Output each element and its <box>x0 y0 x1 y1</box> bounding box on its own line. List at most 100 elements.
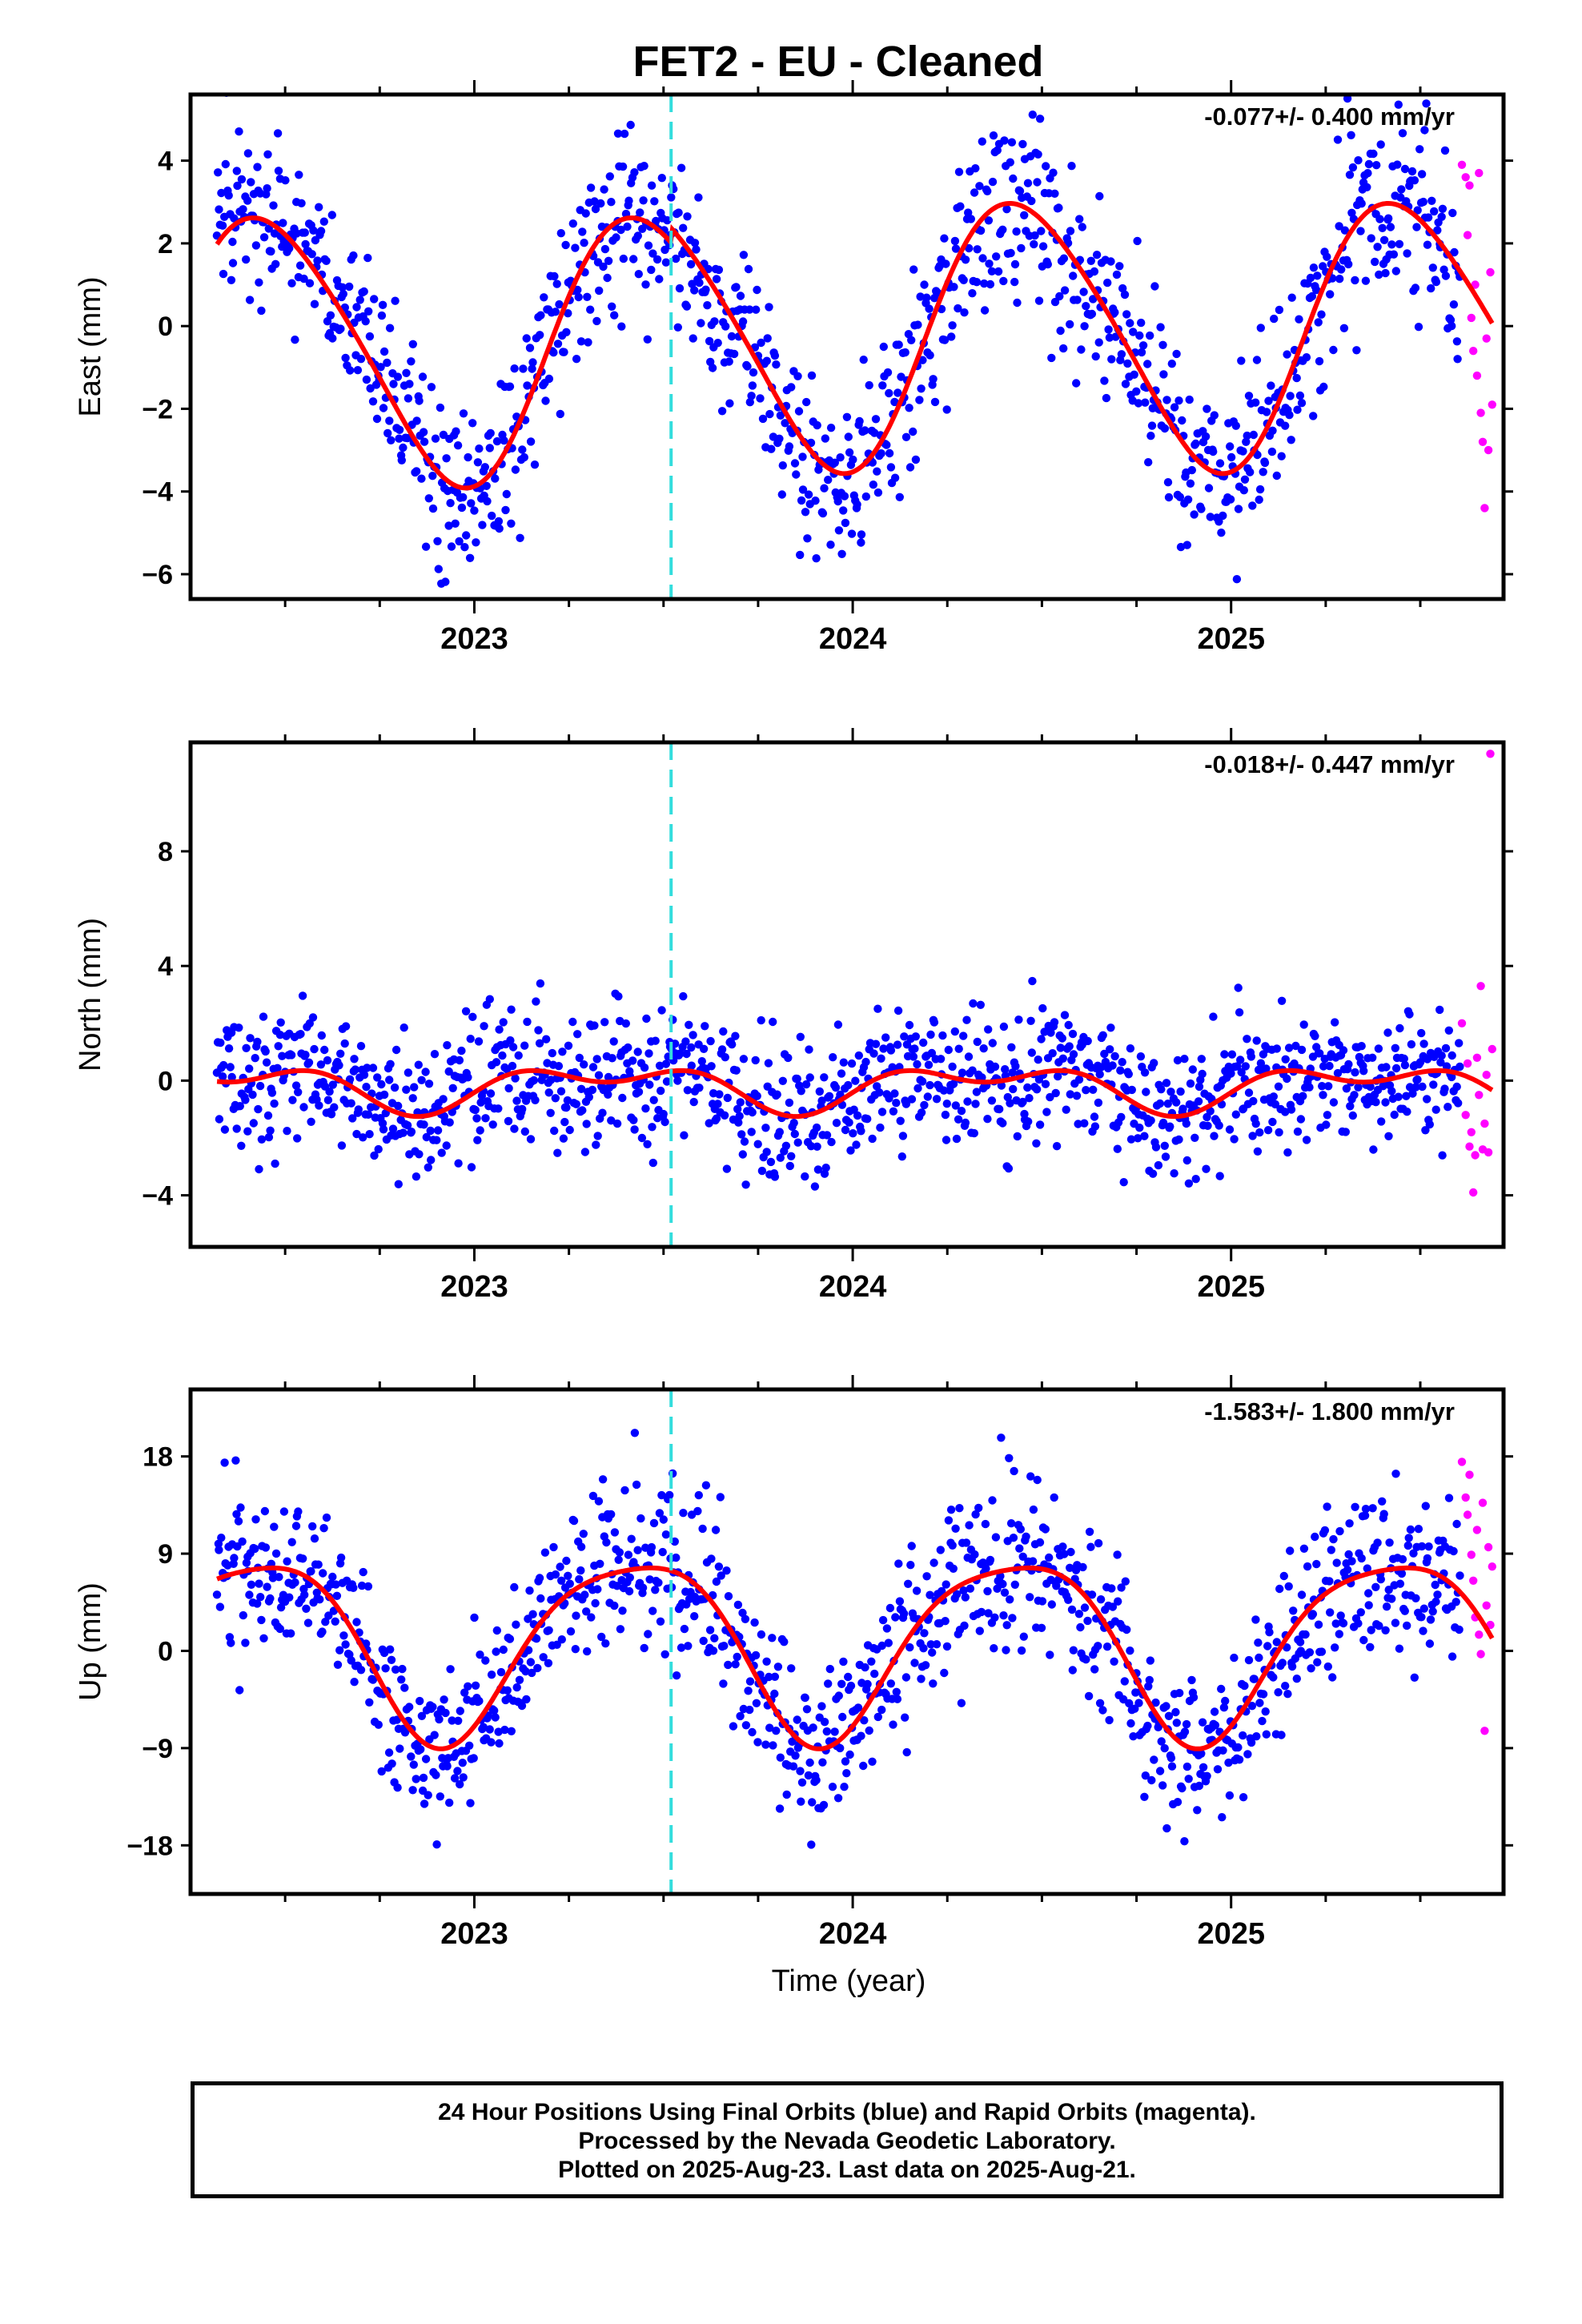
data-point <box>984 1025 993 1034</box>
data-point <box>276 1018 285 1027</box>
data-point <box>368 1063 378 1072</box>
data-point <box>841 1757 850 1766</box>
data-point <box>455 537 464 546</box>
data-point <box>1087 309 1097 319</box>
data-point <box>1015 1544 1024 1553</box>
data-point <box>502 489 511 499</box>
data-point <box>1440 146 1450 155</box>
rapid-point <box>1488 1044 1497 1054</box>
data-point <box>1419 197 1428 207</box>
x-tick-label: 2024 <box>819 622 887 656</box>
data-point <box>710 1634 719 1642</box>
data-point <box>494 1104 503 1113</box>
y-tick-label: 4 <box>158 951 173 982</box>
data-point <box>1037 1623 1046 1633</box>
data-point <box>220 1125 230 1134</box>
data-point <box>319 1524 328 1533</box>
data-point <box>536 311 545 320</box>
data-point <box>257 306 266 316</box>
data-point <box>998 1119 1007 1128</box>
data-point <box>460 1688 469 1697</box>
data-point <box>410 1083 419 1092</box>
data-point <box>1421 1126 1430 1135</box>
data-point <box>879 1044 888 1053</box>
data-point <box>876 1123 885 1132</box>
data-point <box>512 1620 520 1629</box>
data-point <box>1315 356 1324 366</box>
data-point <box>821 434 830 443</box>
data-point <box>442 1141 451 1150</box>
data-point <box>516 533 524 542</box>
data-point <box>1197 1749 1206 1758</box>
data-point <box>315 203 323 211</box>
data-point <box>1078 223 1087 231</box>
data-point <box>905 1020 914 1030</box>
data-point <box>1375 215 1384 223</box>
x-axis-label: Time (year) <box>772 1964 926 1998</box>
x-tick-label: 2025 <box>1197 1917 1265 1951</box>
data-point <box>436 403 445 412</box>
data-point <box>1110 1051 1119 1061</box>
data-point <box>757 1015 765 1025</box>
data-point <box>1361 1505 1371 1514</box>
data-point <box>576 1084 586 1094</box>
data-point <box>408 1786 417 1795</box>
data-point <box>1018 1097 1027 1107</box>
data-point <box>961 255 970 264</box>
data-point <box>1315 1049 1324 1058</box>
data-point <box>1423 240 1432 249</box>
data-point <box>1307 1664 1315 1673</box>
data-point <box>428 504 438 513</box>
data-point <box>993 146 1002 155</box>
data-point <box>641 280 650 289</box>
data-point <box>994 267 1003 276</box>
data-point <box>387 1655 396 1664</box>
data-point <box>959 1586 968 1595</box>
data-point <box>844 1672 853 1682</box>
data-point <box>242 255 251 264</box>
data-point <box>1339 1046 1348 1055</box>
data-point <box>518 445 527 454</box>
data-point <box>1074 1075 1084 1084</box>
data-point <box>556 1087 566 1096</box>
data-point <box>573 1030 582 1039</box>
data-point <box>1406 1525 1415 1534</box>
data-point <box>740 1137 749 1146</box>
data-point <box>353 366 363 375</box>
data-point <box>1090 267 1099 276</box>
data-point <box>804 1771 813 1780</box>
data-point <box>514 1051 523 1060</box>
data-point <box>443 1762 452 1771</box>
data-point <box>298 991 307 1000</box>
data-point <box>1382 1602 1391 1611</box>
data-point <box>798 452 807 461</box>
rapid-orbit-points <box>1457 160 1497 513</box>
data-point <box>492 1626 501 1635</box>
data-point <box>1038 242 1048 251</box>
data-point <box>712 275 721 283</box>
data-point <box>1286 1546 1295 1555</box>
data-point <box>528 358 537 367</box>
data-point <box>362 1639 371 1648</box>
figure-title: FET2 - EU - Cleaned <box>632 38 1043 86</box>
data-point <box>398 1664 407 1674</box>
data-point <box>609 1037 618 1046</box>
data-point <box>366 384 375 393</box>
data-point <box>634 1088 644 1096</box>
data-point <box>1147 421 1157 430</box>
data-point <box>1080 1119 1089 1128</box>
data-point <box>405 380 414 388</box>
data-point <box>1001 1065 1010 1074</box>
data-point <box>787 1664 796 1673</box>
data-point <box>976 1000 986 1010</box>
data-point <box>407 357 416 366</box>
data-point <box>1095 1699 1105 1707</box>
data-point <box>439 1095 448 1104</box>
data-point <box>928 1648 937 1657</box>
data-point <box>1151 1143 1161 1152</box>
data-point <box>687 1043 696 1052</box>
data-point <box>990 1613 999 1622</box>
data-point <box>652 255 662 264</box>
data-point <box>556 229 565 238</box>
data-point <box>1089 295 1098 304</box>
